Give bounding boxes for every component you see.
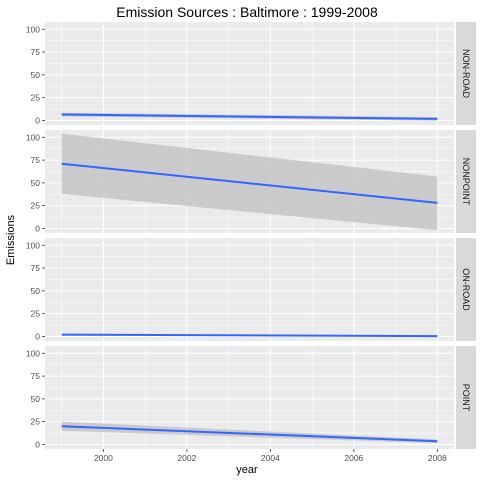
y-tick-label: 25 [31,201,41,211]
x-axis-title: year [236,464,258,476]
facet-strip [456,346,476,449]
x-tick-label: 2002 [177,453,196,463]
y-tick-label: 50 [31,394,41,404]
y-tick-label: 25 [31,417,41,427]
x-tick-label: 2006 [344,453,363,463]
trend-line [61,162,438,204]
facet-strip-label: POINT [461,384,471,412]
y-tick-label: 0 [35,331,40,341]
x-tick-label: 2000 [94,453,113,463]
y-tick-label: 25 [31,309,41,319]
y-tick-label: 100 [26,132,40,142]
y-tick-label: 100 [26,348,40,358]
y-tick-label: 50 [31,286,41,296]
y-tick-label: 75 [31,263,41,273]
confidence-ribbon [61,133,438,231]
panel-point: 0 25 50 75 100 POINT [26,346,476,449]
y-tick-label: 50 [31,70,41,80]
facet-strip-label: NONPOINT [461,158,471,206]
y-tick-label: 25 [31,93,41,103]
x-axis: 2000 2002 2004 2006 2008 [94,449,447,463]
y-tick-label: 75 [31,47,41,57]
x-tick-label: 2004 [261,453,280,463]
facet-strip [456,22,476,125]
facet-strip-label: ON-ROAD [461,268,471,311]
y-tick-label: 0 [35,115,40,125]
panel-background [45,22,454,125]
panel-on-road: 0 25 50 75 100 ON-ROAD [26,238,476,341]
panel-non-road: 0 25 50 75 100 NON-ROAD [26,22,476,125]
y-tick-label: 75 [31,155,41,165]
panel-nonpoint: 0 25 50 75 100 NONPOINT [26,130,476,233]
y-tick-label: 100 [26,240,40,250]
facet-strip-label: NON-ROAD [461,49,471,98]
trend-line [61,425,438,443]
trend-line [61,113,438,120]
x-tick-label: 2008 [428,453,447,463]
y-tick-label: 100 [26,24,40,34]
y-tick-label: 50 [31,178,41,188]
facet-strip [456,238,476,341]
panel-background [45,238,454,341]
y-tick-label: 75 [31,371,41,381]
y-axis-title: Emissions [5,214,17,265]
facet-strip [456,130,476,233]
facet-panels: 0 25 50 75 100 NON-ROAD 0 25 50 75 100 NONPOINT 0 25 5… [26,22,476,449]
trend-line [61,333,438,338]
chart-title: Emission Sources : Baltimore : 1999-2008 [116,4,378,20]
y-tick-label: 0 [35,439,40,449]
y-tick-label: 0 [35,223,40,233]
